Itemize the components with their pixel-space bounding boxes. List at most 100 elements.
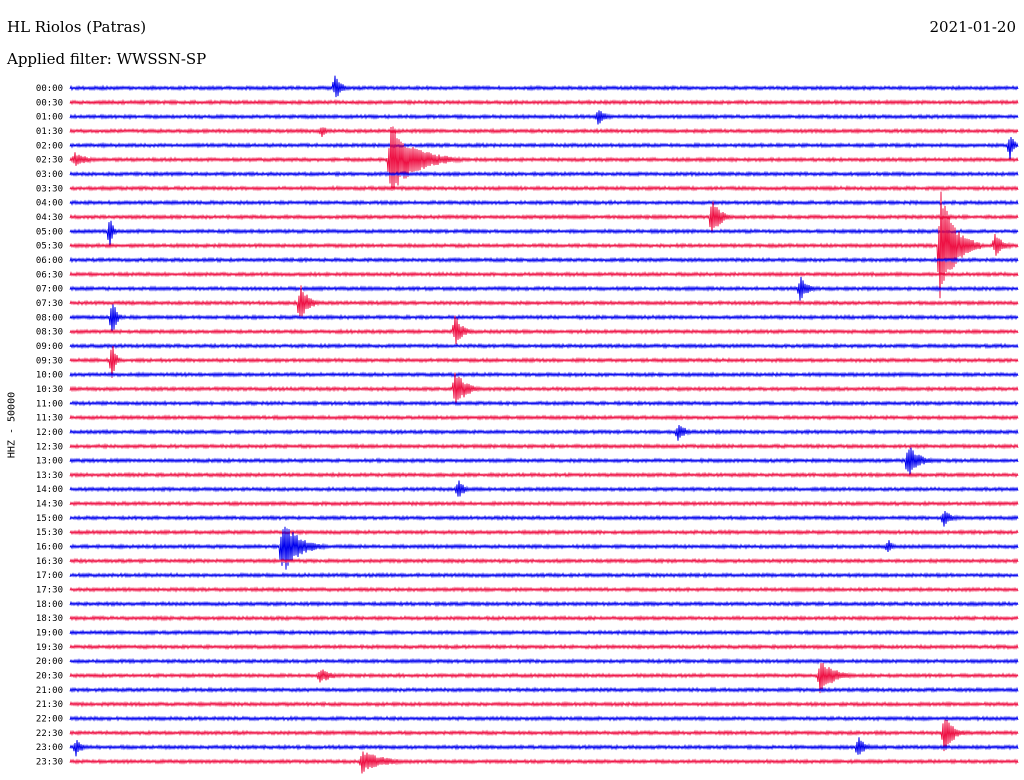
row-label-3: 01:30 <box>36 127 63 137</box>
row-label-18: 09:00 <box>36 342 63 352</box>
row-label-22: 11:00 <box>36 399 63 409</box>
trace-row-44 <box>69 715 1019 722</box>
row-label-12: 06:00 <box>36 256 63 266</box>
row-label-10: 05:00 <box>36 227 63 237</box>
trace-row-2 <box>69 110 1019 125</box>
row-label-0: 00:00 <box>36 84 63 94</box>
station-title: HL Riolos (Patras) <box>7 18 147 36</box>
trace-row-0 <box>69 75 1019 98</box>
trace-row-34 <box>69 571 1019 579</box>
filter-label: Applied filter: WWSSN-SP <box>7 50 207 68</box>
row-label-46: 23:00 <box>36 743 63 753</box>
row-label-13: 06:30 <box>36 270 63 280</box>
row-label-47: 23:30 <box>36 758 63 768</box>
trace-row-26 <box>69 447 1019 476</box>
row-label-41: 20:30 <box>36 672 63 682</box>
row-label-38: 19:00 <box>36 629 63 639</box>
row-label-24: 12:00 <box>36 428 63 438</box>
row-label-40: 20:00 <box>36 657 63 667</box>
row-label-26: 13:00 <box>36 457 63 467</box>
row-label-37: 18:30 <box>36 614 63 624</box>
trace-row-46 <box>69 737 1019 757</box>
trace-row-6 <box>69 170 1019 178</box>
row-label-17: 08:30 <box>36 328 63 338</box>
trace-row-18 <box>69 342 1019 350</box>
row-label-36: 18:00 <box>36 600 63 610</box>
row-label-4: 02:00 <box>36 141 63 151</box>
trace-row-3 <box>69 127 1019 137</box>
row-label-5: 02:30 <box>36 156 63 166</box>
row-label-32: 16:00 <box>36 543 63 553</box>
row-label-1: 00:30 <box>36 98 63 108</box>
row-label-8: 04:00 <box>36 199 63 209</box>
row-label-42: 21:00 <box>36 686 63 696</box>
trace-row-10 <box>69 220 1019 248</box>
seismic-traces <box>69 75 1019 774</box>
trace-row-17 <box>69 315 1019 345</box>
row-label-31: 15:30 <box>36 528 63 538</box>
trace-row-13 <box>69 270 1019 278</box>
row-label-43: 21:30 <box>36 700 63 710</box>
row-label-29: 14:30 <box>36 500 63 510</box>
row-label-33: 16:30 <box>36 557 63 567</box>
row-label-2: 01:00 <box>36 113 63 123</box>
row-label-19: 09:30 <box>36 356 63 366</box>
trace-row-36 <box>69 600 1019 608</box>
trace-row-20 <box>69 371 1019 379</box>
trace-row-35 <box>69 586 1019 593</box>
row-label-44: 22:00 <box>36 715 63 725</box>
row-label-9: 04:30 <box>36 213 63 223</box>
trace-row-7 <box>69 184 1019 192</box>
trace-row-8 <box>69 199 1019 206</box>
trace-row-43 <box>69 700 1019 708</box>
trace-row-4 <box>69 136 1019 161</box>
trace-row-11 <box>69 191 1019 299</box>
trace-row-39 <box>69 643 1019 651</box>
trace-row-27 <box>69 471 1019 479</box>
row-label-23: 11:30 <box>36 414 63 424</box>
row-label-39: 19:30 <box>36 643 63 653</box>
trace-row-33 <box>69 557 1019 565</box>
trace-row-14 <box>69 276 1019 301</box>
row-label-25: 12:30 <box>36 442 63 452</box>
trace-row-22 <box>69 399 1019 407</box>
row-label-45: 22:30 <box>36 729 63 739</box>
trace-row-1 <box>69 98 1019 106</box>
trace-row-40 <box>69 657 1019 665</box>
row-label-6: 03:00 <box>36 170 63 180</box>
row-label-28: 14:00 <box>36 485 63 495</box>
trace-row-16 <box>69 304 1019 333</box>
row-labels: 00:00 00:30 01:00 01:30 02:00 02:30 03:00 03:30… <box>36 84 63 768</box>
trace-row-47 <box>69 751 1019 774</box>
trace-row-30 <box>69 510 1019 527</box>
row-label-34: 17:00 <box>36 571 63 581</box>
row-label-7: 03:30 <box>36 184 63 194</box>
row-label-30: 15:00 <box>36 514 63 524</box>
trace-row-25 <box>69 442 1019 450</box>
trace-row-41 <box>69 662 1019 694</box>
trace-row-38 <box>69 629 1019 636</box>
trace-row-19 <box>69 345 1019 378</box>
trace-row-12 <box>69 256 1019 264</box>
row-label-14: 07:00 <box>36 285 63 295</box>
row-label-21: 10:30 <box>36 385 63 395</box>
row-label-35: 17:30 <box>36 586 63 596</box>
trace-row-5 <box>69 126 1019 191</box>
row-label-11: 05:30 <box>36 242 63 252</box>
trace-row-9 <box>69 201 1019 234</box>
trace-row-37 <box>69 614 1019 622</box>
trace-row-31 <box>69 528 1019 536</box>
trace-row-28 <box>69 480 1019 497</box>
row-label-20: 10:00 <box>36 371 63 381</box>
trace-row-45 <box>69 719 1019 752</box>
trace-row-32 <box>69 526 1019 570</box>
trace-row-29 <box>69 500 1019 508</box>
row-label-27: 13:30 <box>36 471 63 481</box>
record-date: 2021-01-20 <box>929 18 1016 36</box>
trace-row-21 <box>69 372 1019 404</box>
row-label-15: 07:30 <box>36 299 63 309</box>
trace-row-42 <box>69 686 1019 694</box>
trace-row-24 <box>69 425 1019 441</box>
row-label-16: 08:00 <box>36 313 63 323</box>
